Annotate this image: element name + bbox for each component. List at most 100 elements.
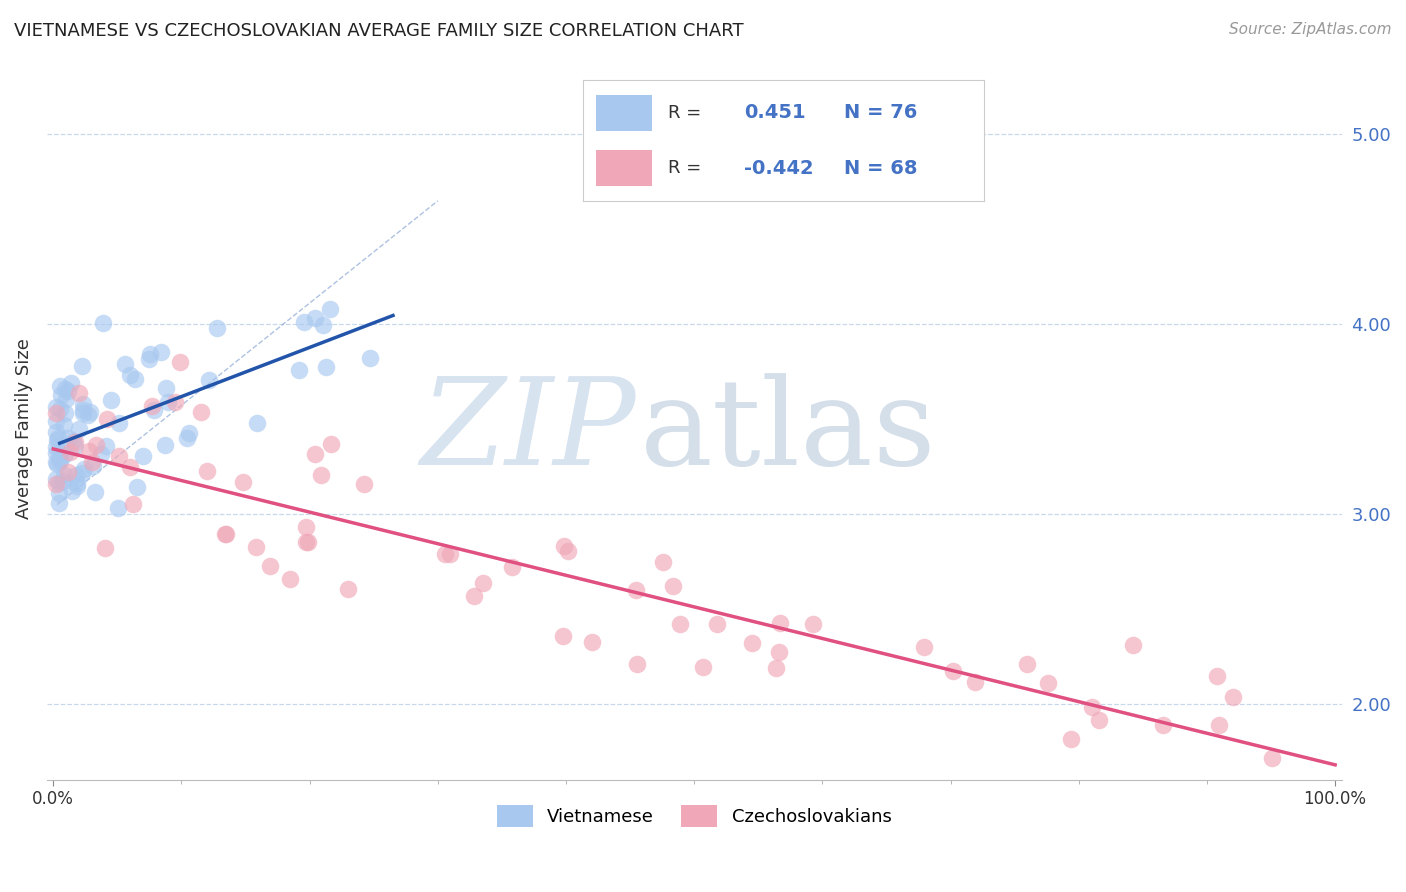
Point [45, 458, 67, 472]
Point [626, 657, 648, 671]
Point [142, 403, 165, 417]
Point [157, 394, 180, 409]
Point [557, 544, 579, 558]
Point [624, 582, 647, 597]
Point [1015, 657, 1038, 671]
Point [471, 576, 494, 591]
Point [741, 636, 763, 650]
Point [53, 382, 76, 396]
Point [139, 347, 162, 361]
Point [439, 548, 461, 562]
Point [581, 634, 603, 648]
Point [56, 431, 79, 445]
Point [353, 477, 375, 491]
Point [59, 444, 82, 458]
Point [60, 376, 83, 390]
Point [122, 497, 145, 511]
Point [232, 475, 254, 490]
Point [336, 582, 359, 596]
Point [48, 453, 70, 467]
Point [58, 384, 80, 398]
Bar [596, 95, 651, 131]
Point [45, 472, 67, 486]
Point [45, 455, 67, 469]
Point [107, 501, 129, 516]
Point [49, 454, 72, 468]
Point [96, 438, 118, 452]
Point [67, 386, 90, 401]
Point [1152, 717, 1174, 731]
Point [53, 417, 76, 432]
Point [60, 484, 83, 499]
Point [55, 392, 77, 407]
Point [49, 402, 72, 417]
Point [62, 434, 84, 448]
Text: R =: R = [668, 159, 700, 178]
Point [80, 455, 103, 469]
Point [125, 479, 148, 493]
Point [155, 381, 177, 395]
Text: ZIP: ZIP [420, 374, 636, 491]
Point [706, 617, 728, 632]
Point [63, 439, 86, 453]
Point [77, 443, 100, 458]
Point [53, 467, 76, 482]
Point [45, 401, 67, 415]
Point [77, 408, 100, 422]
Point [120, 368, 142, 383]
Point [100, 393, 122, 408]
Point [190, 404, 212, 418]
Point [79, 405, 101, 419]
Point [72, 406, 94, 420]
Point [287, 363, 309, 377]
Point [801, 616, 824, 631]
Text: N = 68: N = 68 [844, 159, 918, 178]
Point [1088, 713, 1111, 727]
Point [319, 301, 342, 316]
Point [179, 426, 201, 441]
Point [165, 395, 187, 409]
Point [1260, 751, 1282, 765]
Point [72, 467, 94, 481]
Text: R =: R = [668, 103, 700, 122]
Point [58, 465, 80, 479]
Point [108, 450, 131, 464]
Point [359, 351, 381, 365]
Point [963, 675, 986, 690]
Point [150, 345, 173, 359]
Point [501, 559, 523, 574]
Point [295, 534, 318, 549]
Text: atlas: atlas [640, 374, 936, 491]
Point [1036, 675, 1059, 690]
Point [96, 411, 118, 425]
Point [1122, 638, 1144, 652]
Point [72, 461, 94, 475]
Point [304, 311, 326, 326]
Point [278, 572, 301, 586]
Point [942, 664, 965, 678]
Point [66, 479, 89, 493]
Text: 0.451: 0.451 [744, 103, 806, 122]
Point [294, 520, 316, 534]
Point [463, 589, 485, 603]
Point [1206, 669, 1229, 683]
Point [141, 399, 163, 413]
Point [245, 417, 267, 431]
Point [114, 357, 136, 371]
Point [53, 447, 76, 461]
Text: N = 76: N = 76 [844, 103, 917, 122]
Text: -0.442: -0.442 [744, 159, 814, 178]
Point [91, 316, 114, 330]
Point [49, 379, 72, 393]
Point [309, 467, 332, 482]
Point [107, 416, 129, 430]
Point [297, 535, 319, 549]
Point [45, 425, 67, 440]
Point [45, 476, 67, 491]
Text: VIETNAMESE VS CZECHOSLOVAKIAN AVERAGE FAMILY SIZE CORRELATION CHART: VIETNAMESE VS CZECHOSLOVAKIAN AVERAGE FA… [14, 22, 744, 40]
Point [304, 447, 326, 461]
Point [132, 449, 155, 463]
Point [70, 359, 93, 373]
Point [259, 559, 281, 574]
Point [245, 541, 267, 555]
